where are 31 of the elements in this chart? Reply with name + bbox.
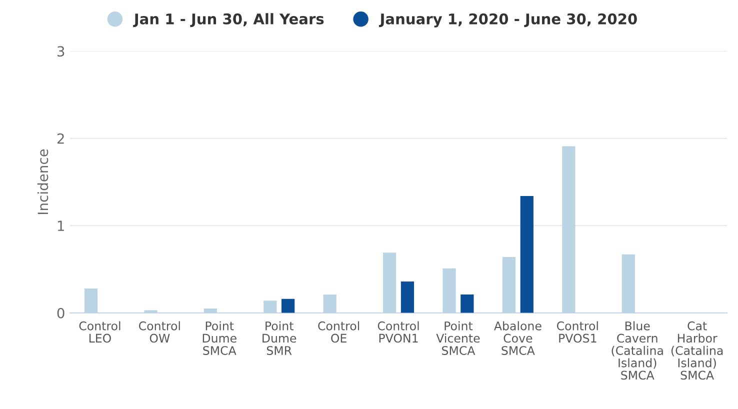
bar [520, 196, 534, 313]
bar [460, 294, 474, 313]
x-tick-label: Control OW [139, 321, 180, 343]
x-tick-label: Control OE [318, 321, 360, 343]
bar [562, 146, 576, 313]
y-tick-label: 0 [57, 308, 64, 318]
bar [323, 294, 336, 313]
y-tick-label: 2 [57, 133, 64, 144]
x-tick-label: Abalone Cove SMCA [494, 321, 542, 355]
x-tick-label: Point Dume SMR [262, 321, 296, 355]
y-tick-label: 1 [58, 220, 64, 231]
legend-label: Jan 1 - Jun 30, All Years [133, 13, 324, 28]
x-tick-label: Control PVON1 [378, 321, 419, 343]
bar [382, 252, 396, 313]
bar [400, 281, 414, 313]
x-tick-label: Cat Harbor (Catalina Island) SMCA [671, 321, 723, 380]
bar [442, 268, 456, 313]
x-tick-label: Blue Cavern (Catalina Island) SMCA [612, 321, 663, 380]
bar [622, 254, 635, 313]
x-tick-label: Control PVOS1 [556, 321, 598, 343]
legend-label: January 1, 2020 - June 30, 2020 [378, 13, 637, 28]
bar [264, 300, 277, 313]
bar [281, 298, 295, 313]
x-tick-label: Control LEO [79, 321, 120, 343]
bar [204, 308, 217, 313]
y-axis-title: Incidence [37, 149, 48, 214]
y-tick-label: 3 [57, 46, 64, 57]
bar [84, 288, 98, 313]
bar [502, 257, 516, 313]
x-tick-label: Point Vicente SMCA [436, 321, 480, 355]
x-tick-label: Point Dume SMCA [202, 321, 236, 355]
